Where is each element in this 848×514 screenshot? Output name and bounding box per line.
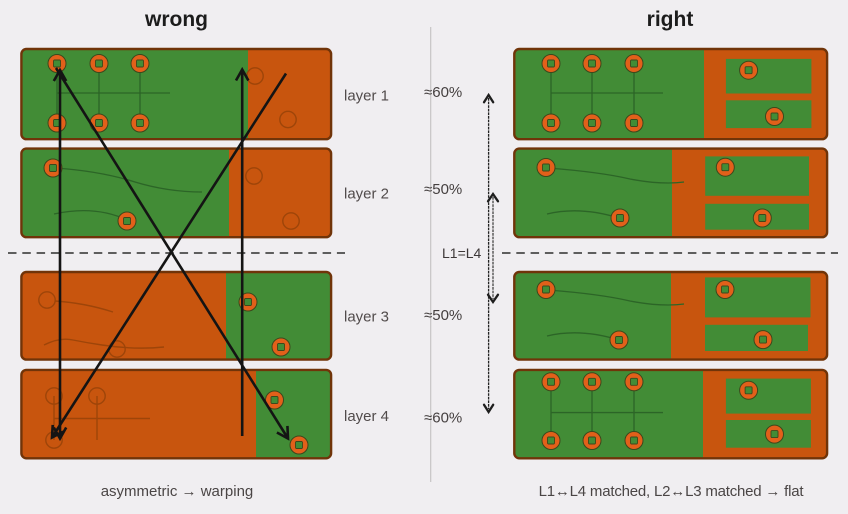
svg-text:asymmetric → warping: asymmetric → warping: [101, 483, 254, 500]
svg-text:≈50%: ≈50%: [424, 307, 462, 324]
svg-text:≈50%: ≈50%: [424, 181, 462, 198]
svg-text:L1=L4: L1=L4: [442, 245, 482, 261]
svg-text:layer 2: layer 2: [344, 186, 389, 203]
svg-text:right: right: [647, 8, 694, 31]
svg-text:layer 1: layer 1: [344, 87, 389, 104]
svg-text:wrong: wrong: [144, 8, 208, 31]
svg-text:≈60%: ≈60%: [424, 84, 462, 101]
svg-text:layer 4: layer 4: [344, 408, 389, 425]
svg-text:≈60%: ≈60%: [424, 409, 462, 426]
svg-text:layer 3: layer 3: [344, 309, 389, 326]
svg-text:L1↔L4 matched, L2↔L3 matched →: L1↔L4 matched, L2↔L3 matched → flat: [539, 483, 805, 500]
